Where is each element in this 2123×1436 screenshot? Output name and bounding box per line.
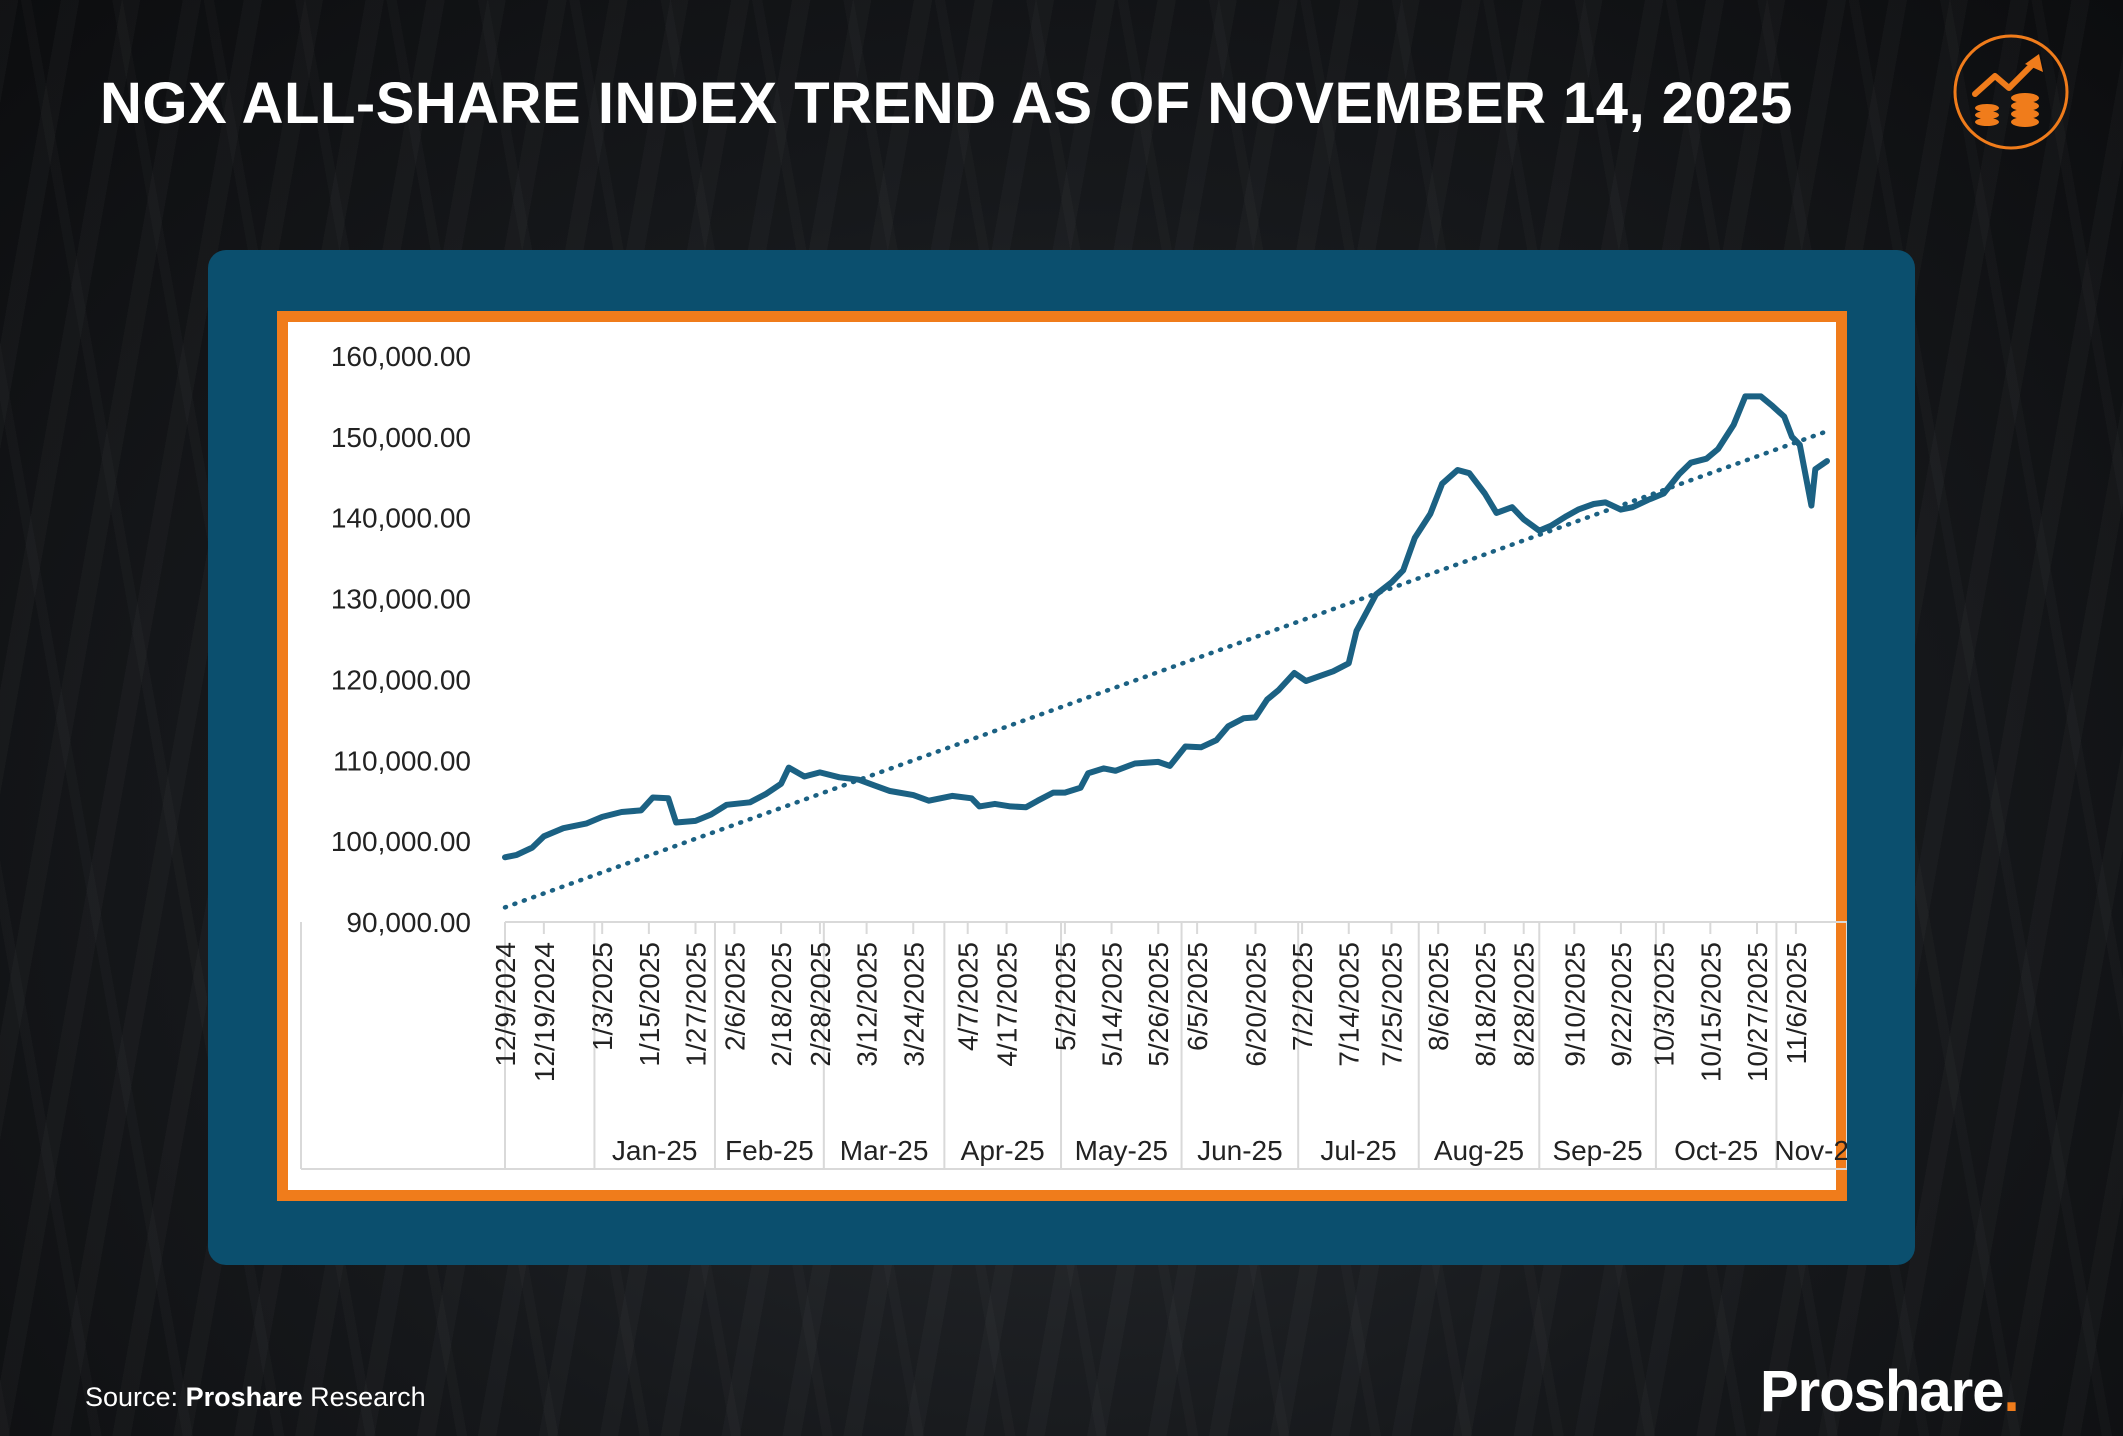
y-tick-label: 110,000.00 [333, 745, 471, 776]
source-note: Source: Proshare Research [85, 1382, 426, 1413]
x-tick-label: 8/28/2025 [1509, 942, 1540, 1067]
index-series-line [502, 393, 1830, 861]
month-group-label: Jun-25 [1197, 1135, 1283, 1166]
x-tick-label: 9/22/2025 [1606, 942, 1637, 1067]
brand-dot: . [2003, 1359, 2019, 1424]
x-tick-label: 6/20/2025 [1240, 942, 1271, 1067]
month-group-label: May-25 [1075, 1135, 1168, 1166]
x-tick-label: 4/17/2025 [992, 942, 1023, 1067]
x-tick-label: 8/6/2025 [1423, 942, 1454, 1051]
x-tick-label: 7/2/2025 [1287, 942, 1318, 1051]
x-tick-label: 12/9/2024 [490, 942, 521, 1067]
x-tick-label: 11/6/2025 [1781, 942, 1812, 1065]
month-group-label: Nov-2 [1774, 1135, 1847, 1166]
x-tick-label: 8/18/2025 [1470, 942, 1501, 1067]
x-tick-label: 1/15/2025 [634, 942, 665, 1067]
y-tick-label: 150,000.00 [331, 422, 471, 453]
y-tick-label: 100,000.00 [331, 826, 471, 857]
x-tick-label: 7/14/2025 [1334, 942, 1365, 1067]
x-tick-label: 6/5/2025 [1182, 942, 1213, 1051]
y-tick-label: 140,000.00 [331, 503, 471, 534]
x-tick-label: 5/26/2025 [1143, 942, 1174, 1067]
x-tick-label: 10/3/2025 [1649, 942, 1680, 1067]
x-tick-label: 9/10/2025 [1559, 942, 1590, 1067]
x-tick-label: 1/3/2025 [587, 942, 618, 1051]
x-tick-label: 2/18/2025 [766, 942, 797, 1067]
x-tick-label: 12/19/2024 [529, 942, 560, 1082]
x-tick-label: 10/15/2025 [1695, 942, 1726, 1082]
growth-coins-icon [1953, 34, 2069, 150]
y-tick-label: 160,000.00 [331, 341, 471, 372]
x-tick-label: 2/28/2025 [805, 942, 836, 1067]
brand-logo: Proshare. [1760, 1358, 2020, 1425]
x-tick-label: 3/24/2025 [898, 942, 929, 1067]
x-tick-label: 1/27/2025 [681, 942, 712, 1067]
trendline [502, 428, 1830, 910]
x-tick-label: 3/12/2025 [852, 942, 883, 1067]
page-title: NGX ALL-SHARE INDEX TREND AS OF NOVEMBER… [100, 71, 1793, 136]
month-group-label: Apr-25 [961, 1135, 1045, 1166]
x-tick-label: 10/27/2025 [1742, 942, 1773, 1082]
y-tick-label: 130,000.00 [331, 584, 471, 615]
month-group-label: Feb-25 [725, 1135, 814, 1166]
month-group-label: Aug-25 [1434, 1135, 1524, 1166]
source-prefix: Source: [85, 1382, 186, 1412]
x-tick-label: 5/14/2025 [1097, 942, 1128, 1067]
x-tick-label: 4/7/2025 [953, 942, 984, 1051]
y-tick-label: 120,000.00 [331, 664, 471, 695]
x-tick-label: 2/6/2025 [719, 942, 750, 1051]
x-tick-label: 5/2/2025 [1050, 942, 1081, 1051]
month-group-label: Sep-25 [1552, 1135, 1642, 1166]
source-bold: Proshare [185, 1382, 303, 1412]
line-chart: 160,000.00 150,000.00 140,000.00 130,000.00… [300, 341, 1847, 1170]
source-suffix: Research [302, 1382, 426, 1412]
brand-name: Proshare [1760, 1359, 2004, 1424]
month-group-label: Oct-25 [1674, 1135, 1758, 1166]
y-tick-label: 90,000.00 [346, 907, 471, 938]
x-tick-label: 7/25/2025 [1377, 942, 1408, 1067]
month-group-label: Jan-25 [612, 1135, 698, 1166]
month-group-label: Jul-25 [1320, 1135, 1396, 1166]
month-group-label: Mar-25 [840, 1135, 929, 1166]
